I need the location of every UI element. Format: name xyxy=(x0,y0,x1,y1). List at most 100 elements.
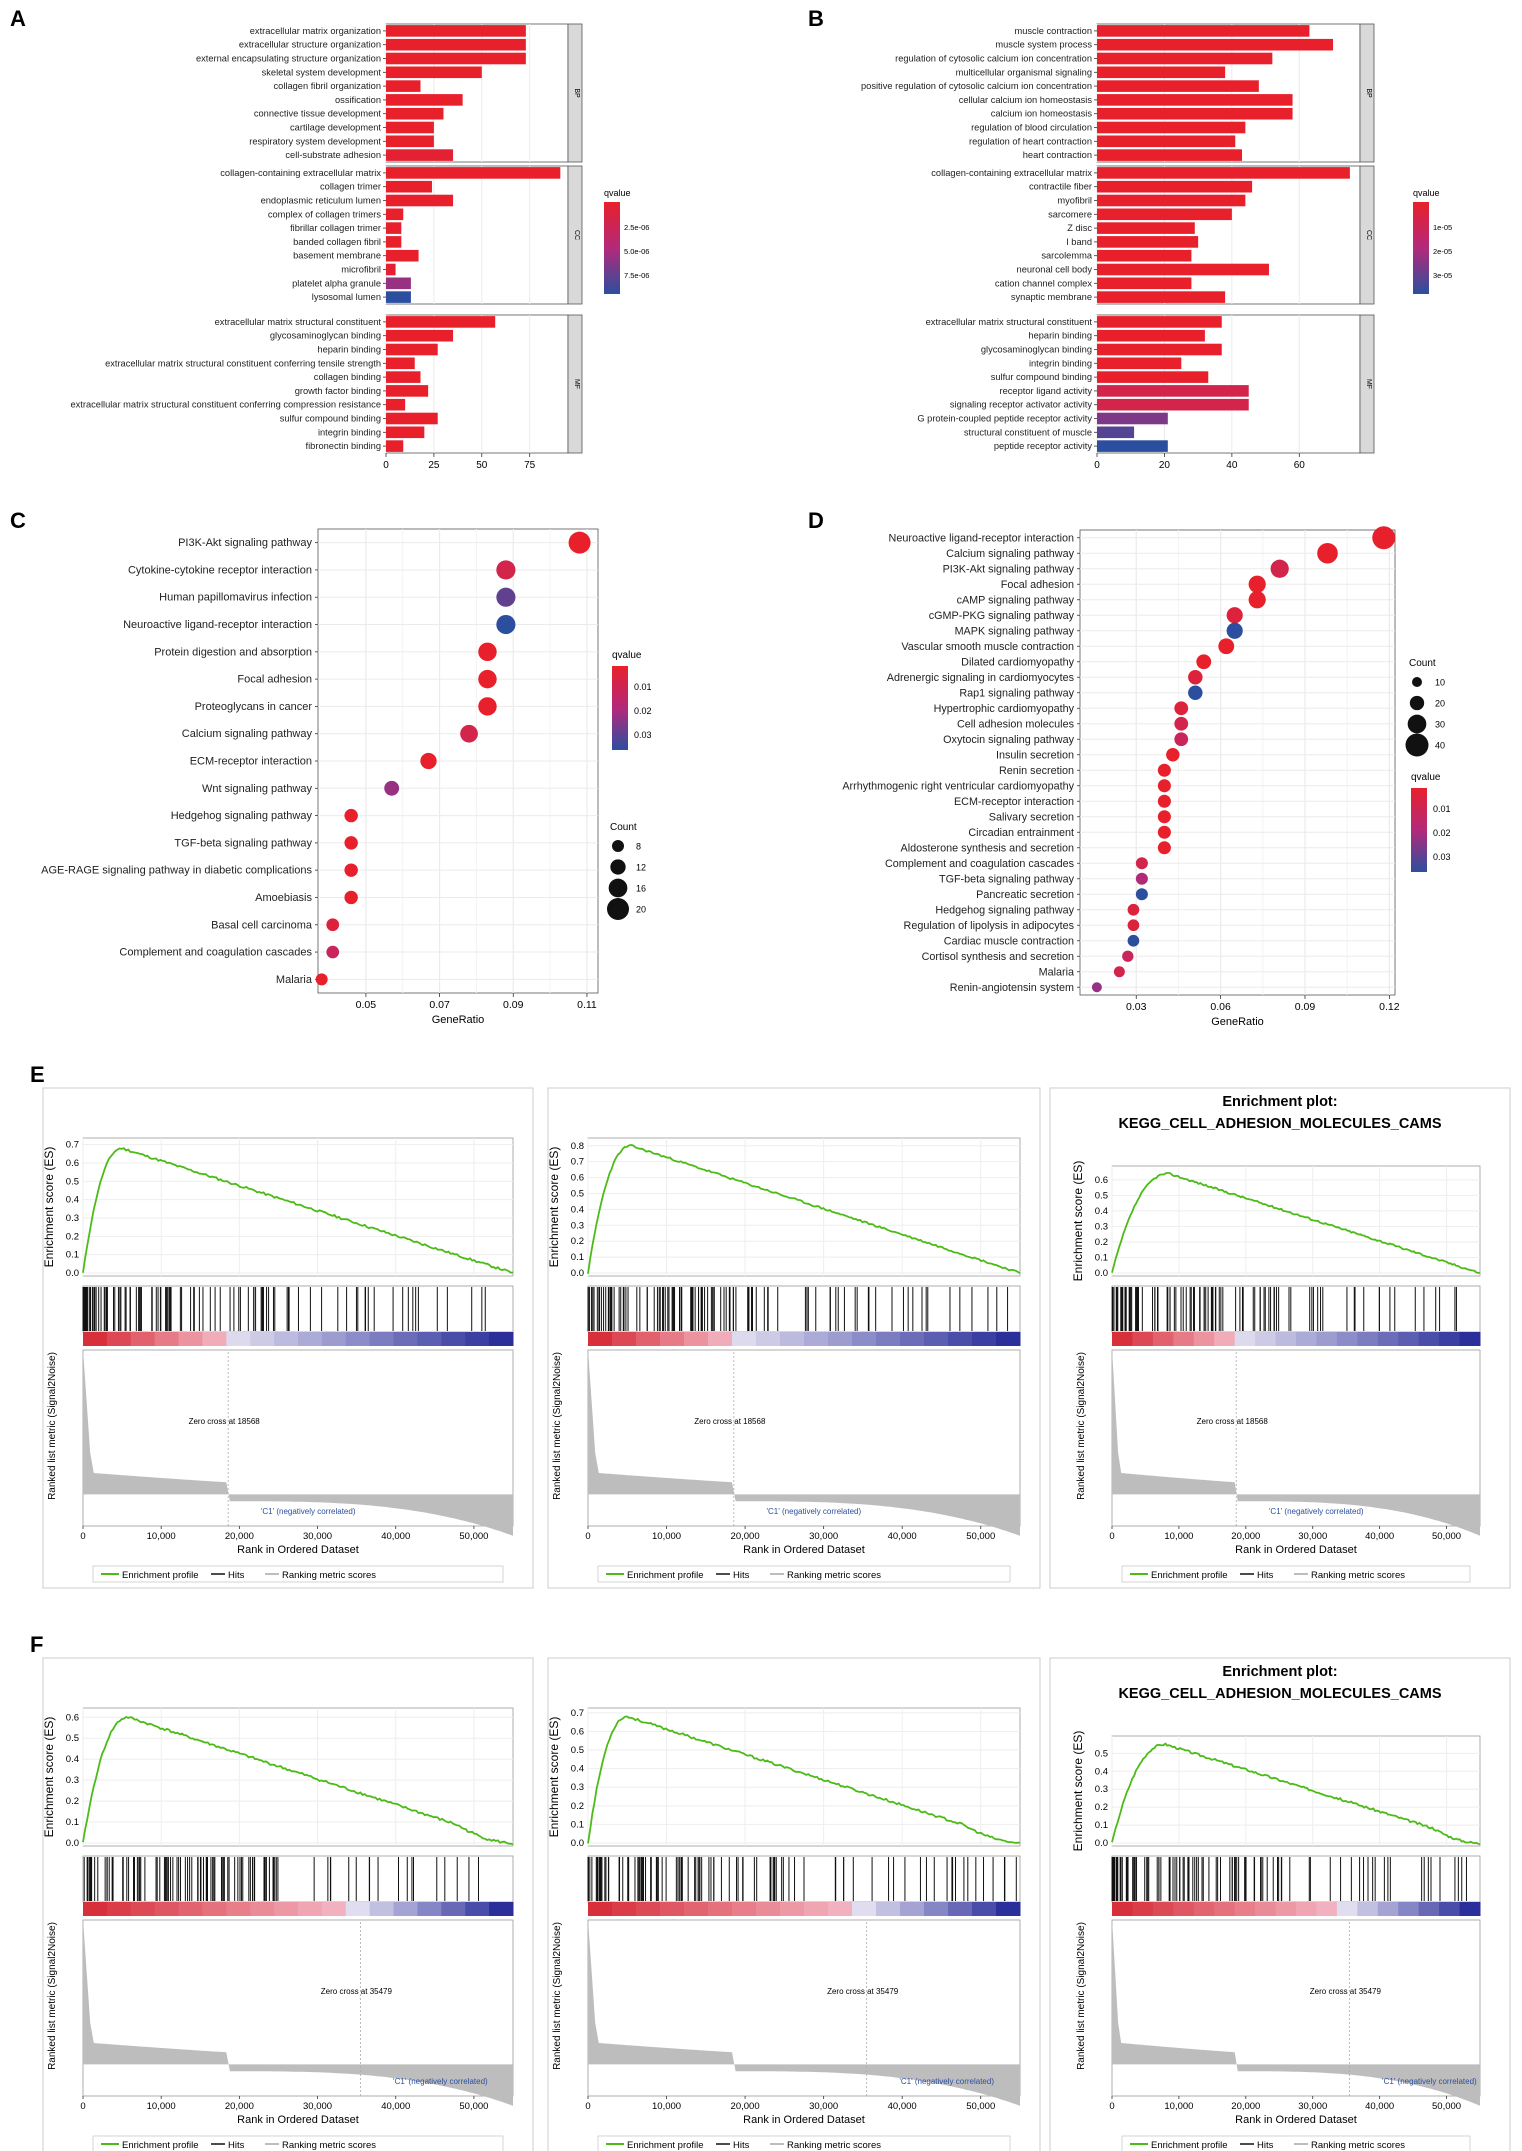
term-label: muscle system process xyxy=(995,40,1092,50)
term-label: Arrhythmogenic right ventricular cardiom… xyxy=(842,780,1074,792)
rank-band-segment xyxy=(636,1332,661,1346)
bar xyxy=(1097,107,1293,120)
bar xyxy=(1097,412,1168,425)
term-label: fibronectin binding xyxy=(306,441,381,451)
es-frame xyxy=(82,1707,514,1847)
dot xyxy=(1157,763,1171,777)
legend-label: 0.02 xyxy=(1433,828,1451,838)
term-label: Focal adhesion xyxy=(237,674,312,686)
bar xyxy=(386,121,434,134)
term-label: collagen fibril organization xyxy=(274,81,382,91)
legend-label: 40 xyxy=(1435,741,1445,751)
es-tick-label: 0.4 xyxy=(66,1754,79,1765)
es-axis-title: Enrichment score (ES) xyxy=(547,1717,561,1838)
rank-band-segment xyxy=(154,1902,180,1916)
zero-cross-label: Zero cross at 18568 xyxy=(189,1417,261,1426)
es-tick-label: 0.7 xyxy=(571,1708,584,1719)
bar xyxy=(1097,236,1199,248)
term-label: microfibril xyxy=(341,265,381,275)
hits-frame xyxy=(587,1285,1021,1333)
es-frame xyxy=(1111,1735,1481,1847)
legend-size-dot xyxy=(1407,714,1427,734)
rank-band-segment xyxy=(321,1902,347,1916)
term-label: banded collagen fibril xyxy=(293,237,381,247)
es-tick-label: 0.7 xyxy=(571,1157,584,1168)
x-tick-label: 75 xyxy=(524,460,536,471)
rank-band-segment xyxy=(996,1332,1021,1346)
facet-strip-label: MF xyxy=(1365,379,1372,389)
dot xyxy=(1157,825,1171,839)
dot xyxy=(1157,810,1171,824)
facet-strip xyxy=(567,314,583,454)
bar xyxy=(386,52,526,65)
panel-e-gsea-plots: 0.0 0.1 0.2 0.3 0.4 0.5 0.6 0.7 Enrichment score… xyxy=(42,1087,1511,1589)
legend-title: Count xyxy=(1409,658,1436,669)
x-tick-label: 20,000 xyxy=(225,1531,254,1542)
x-tick-label: 30,000 xyxy=(303,2101,332,2112)
rank-band-segment xyxy=(369,1902,395,1916)
rank-band-segment xyxy=(732,1332,757,1346)
dot xyxy=(326,918,340,932)
es-tick-label: 0.5 xyxy=(1095,1748,1108,1759)
es-tick-label: 0.2 xyxy=(571,1801,584,1812)
zero-cross-label: Zero cross at 35479 xyxy=(1310,1987,1382,1996)
bar xyxy=(1097,398,1249,411)
es-axis-title: Enrichment score (ES) xyxy=(1071,1731,1085,1852)
rank-band-segment xyxy=(130,1332,156,1346)
term-label: cation channel complex xyxy=(995,278,1093,288)
rank-band-segment xyxy=(756,1902,781,1916)
legend-es-label: Enrichment profile xyxy=(627,2140,704,2151)
rank-band-segment xyxy=(828,1332,853,1346)
panel-letter-d: D xyxy=(808,508,824,533)
term-label: extracellular matrix organization xyxy=(250,26,381,36)
term-label: Pancreatic secretion xyxy=(976,889,1074,901)
metric-axis-title: Ranked list metric (Signal2Noise) xyxy=(47,1352,58,1500)
rank-band-segment xyxy=(154,1332,180,1346)
rank-band-segment xyxy=(1439,1902,1461,1916)
x-axis-title: GeneRatio xyxy=(1211,1016,1264,1028)
rank-band-segment xyxy=(804,1332,829,1346)
rank-band-segment xyxy=(106,1902,132,1916)
legend-size-dot xyxy=(1409,695,1425,711)
bar xyxy=(386,25,526,37)
x-tick-label: 0.06 xyxy=(1210,1001,1231,1013)
bar xyxy=(386,291,411,303)
es-tick-label: 0.5 xyxy=(571,1188,584,1199)
facet-strip-label: CC xyxy=(1365,230,1372,240)
term-label: extracellular matrix structural constitu… xyxy=(105,358,381,368)
rank-band-segment xyxy=(1296,1902,1317,1916)
x-tick-label: 0 xyxy=(585,1531,590,1542)
term-label: cartilage development xyxy=(290,123,381,133)
term-label: neuronal cell body xyxy=(1017,265,1093,275)
bar xyxy=(1097,385,1249,397)
x-tick-label: 20,000 xyxy=(1231,1531,1260,1542)
negative-label: 'C1' (negatively correlated) xyxy=(767,1507,862,1516)
rank-band-segment xyxy=(1316,1332,1338,1346)
bar xyxy=(386,357,415,370)
x-tick-label: 10,000 xyxy=(147,2101,176,2112)
dot xyxy=(315,973,328,986)
legend-es-label: Enrichment profile xyxy=(122,2140,199,2151)
es-tick-label: 0.1 xyxy=(1095,1252,1108,1263)
es-frame xyxy=(82,1137,514,1277)
es-axis-title: Enrichment score (ES) xyxy=(42,1147,56,1268)
x-tick-label: 10,000 xyxy=(1164,1531,1193,1542)
bar xyxy=(386,316,496,328)
term-label: Cytokine-cytokine receptor interaction xyxy=(128,564,312,576)
term-label: Neuroactive ligand-receptor interaction xyxy=(123,619,312,631)
bar xyxy=(1097,329,1205,342)
rank-band-segment xyxy=(1112,1332,1133,1346)
rank-band-segment xyxy=(876,1902,901,1916)
dot xyxy=(384,780,400,796)
legend-es-label: Enrichment profile xyxy=(122,1570,199,1581)
es-tick-label: 0.3 xyxy=(66,1775,79,1786)
term-label: sulfur compound binding xyxy=(991,372,1092,382)
bar xyxy=(386,135,434,148)
ranked-metric-area xyxy=(1112,1349,1480,1536)
es-tick-label: 0.6 xyxy=(571,1173,584,1184)
bar xyxy=(386,371,421,383)
term-label: Cardiac muscle contraction xyxy=(944,935,1074,947)
dot xyxy=(344,863,358,877)
term-label: basement membrane xyxy=(293,251,381,261)
